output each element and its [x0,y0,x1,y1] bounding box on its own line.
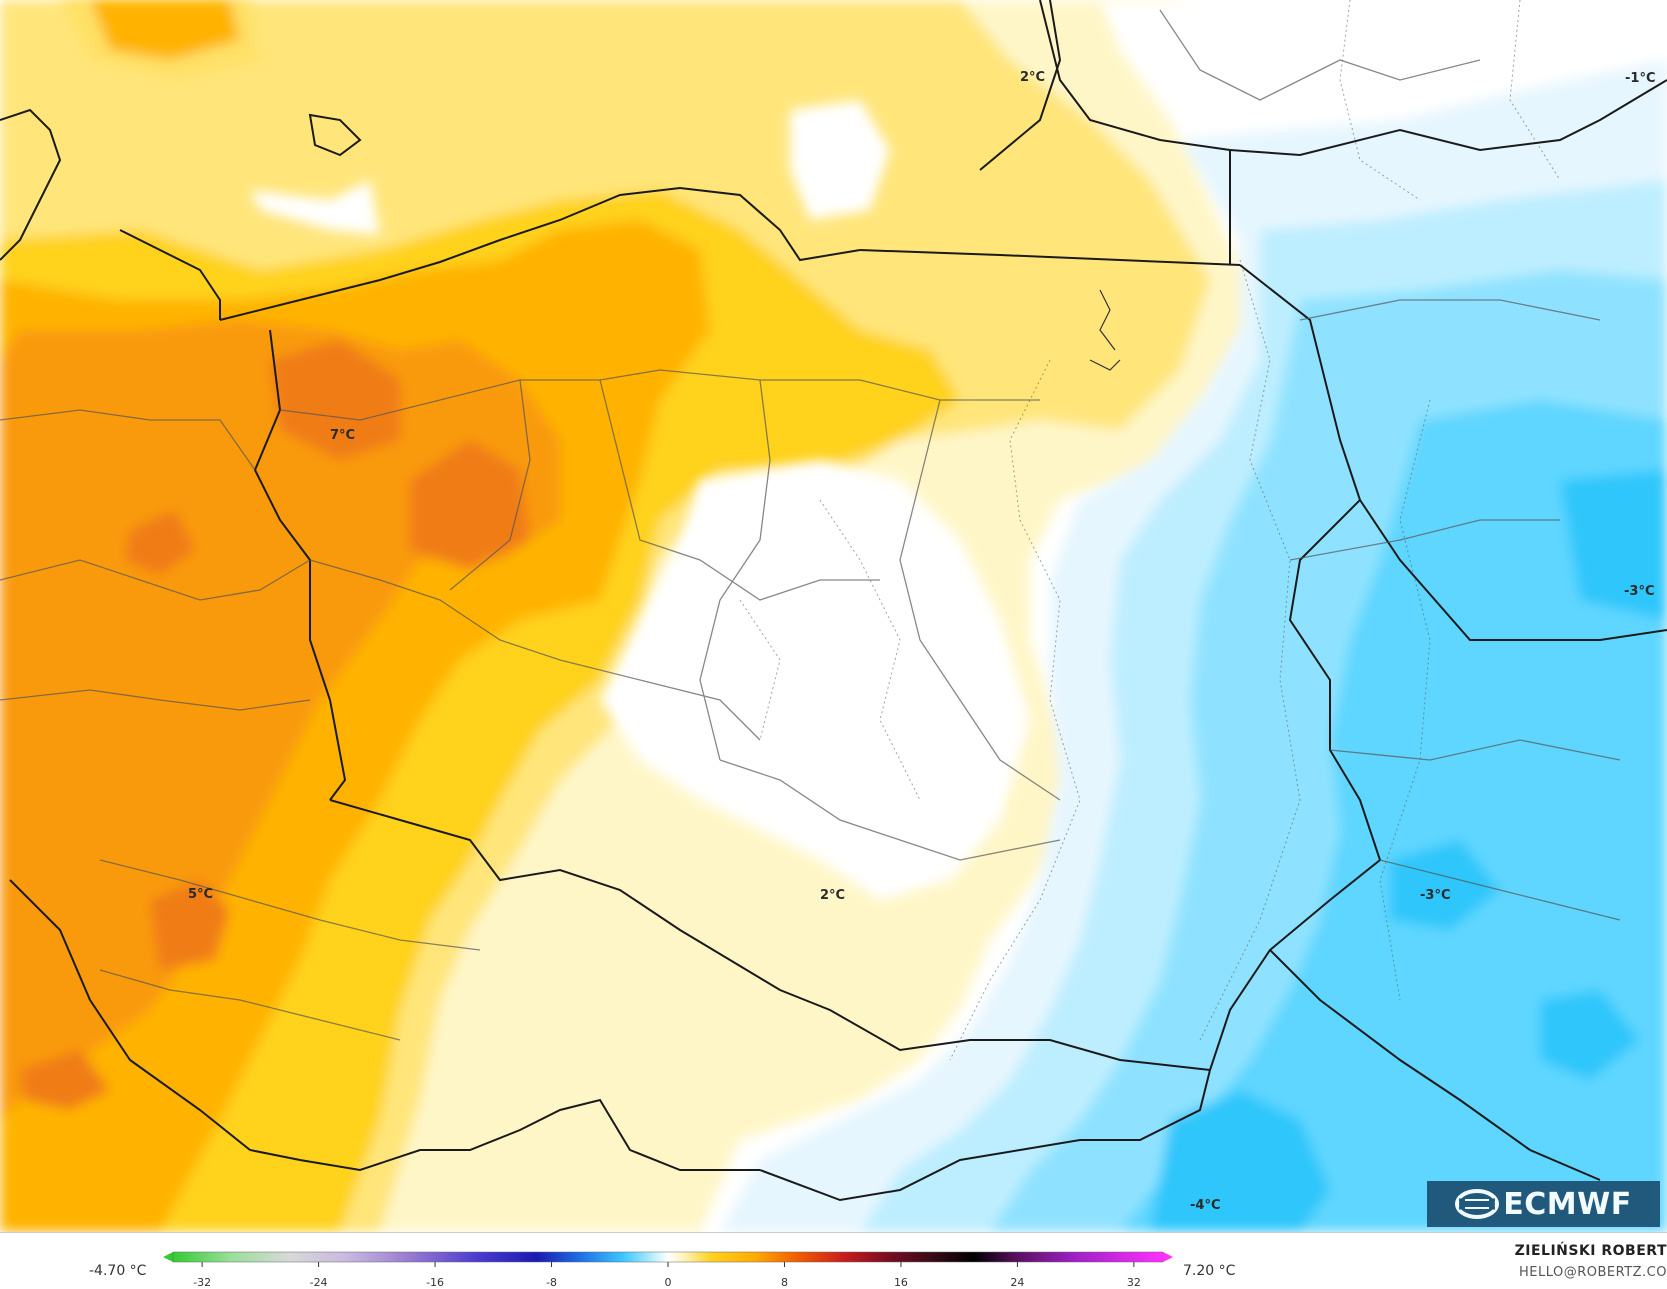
border-ukraine-moldova [1269,949,1601,1181]
colorbar-gradient [172,1251,1164,1263]
warm-zone-6b [410,440,530,570]
colorbar-left-arrow [163,1252,173,1262]
colorbar-tick-label: 0 [664,1276,672,1289]
cool-zone-5d [1540,990,1640,1080]
border-slovakia-hungary [759,1069,1211,1202]
colorbar-tick-label: 16 [893,1276,908,1289]
cool-zone-4 [1120,400,1667,1232]
warm-zone-6c [125,510,195,575]
temperature-map: 2°C -1°C 7°C -3°C 5°C 2°C -3°C -4°C ECMW… [0,0,1667,1232]
cool-zone-5a [1560,470,1667,620]
author-email: HELLO@ROBERTZ.CO [1518,1265,1667,1280]
temp-label-czech: 5°C [188,887,214,902]
regional-borders [0,9,1621,1041]
curonian-spit [979,0,1062,171]
legend-min-label: -4.70 °C [89,1263,147,1279]
colorbar-tick-label: -24 [309,1276,328,1289]
sea-white-patch-2 [250,180,380,235]
colorbar-tick-label: -16 [426,1276,445,1289]
temp-label-northeast: -1°C [1625,71,1656,86]
colorbar-tick-label: -8 [546,1276,557,1289]
colorbar-tick-label: 24 [1010,1276,1025,1289]
colorbar-tick-label: 8 [780,1276,788,1289]
cool-zone-5c [1390,840,1500,930]
coastline-baltic-states [1039,0,1231,265]
warm-zone-6d [150,880,230,970]
white-zone-center [600,460,1030,900]
country-borders [0,0,1667,1202]
temp-label-east-center: -3°C [1624,584,1655,599]
temp-label-south-center: 2°C [820,888,846,903]
warm-zone-6e [20,1050,110,1110]
border-east-poland [1209,264,1382,1071]
coastline-denmark [0,108,62,261]
border-lithuania-latvia [1229,79,1667,157]
sea-patches [60,0,890,235]
ecmwf-logo-icon [1455,1189,1500,1219]
colorbar [163,1251,1173,1267]
border-belarus-ukraine [1359,499,1667,641]
colorbar-right-arrow [1163,1252,1173,1262]
border-czech [9,879,760,1172]
map-canvas [0,0,1667,1232]
temp-label-poland-west: 7°C [330,428,356,443]
warm-zone-6a [270,340,400,460]
coastline-germany [119,229,221,320]
temp-label-north-sea: 2°C [1020,70,1046,85]
ecmwf-logo-text: ECMWF [1503,1186,1632,1222]
border-kaliningrad [859,249,1241,266]
sea-white-patch-1 [790,100,890,220]
coastline-south-baltic [219,186,861,321]
contour-lines [739,0,1561,1061]
border-south-poland [329,799,1211,1071]
colorbar-tick-label: -32 [193,1276,212,1289]
legend-bar: -4.70 °C -32 -24 -16 -8 0 8 16 24 32 7.20 °C [0,1232,1667,1289]
lakes [1089,289,1121,371]
island-bornholm [308,113,362,157]
sea-orange-patch [90,0,240,60]
temp-label-ukraine: -3°C [1420,888,1451,903]
ecmwf-logo: ECMWF [1427,1181,1660,1227]
cool-anomaly-fields [600,0,1667,1232]
temp-label-carpathians: -4°C [1190,1198,1221,1213]
colorbar-tick-label: 32 [1126,1276,1141,1289]
cool-zone-5b [1150,1090,1330,1232]
legend-max-label: 7.20 °C [1183,1263,1236,1279]
author-name: ZIELIŃSKI ROBERT [1514,1243,1667,1259]
author-block: ZIELIŃSKI ROBERT HELLO@ROBERTZ.CO [1515,1241,1667,1283]
warm-anomaly-fields [0,0,1280,1232]
